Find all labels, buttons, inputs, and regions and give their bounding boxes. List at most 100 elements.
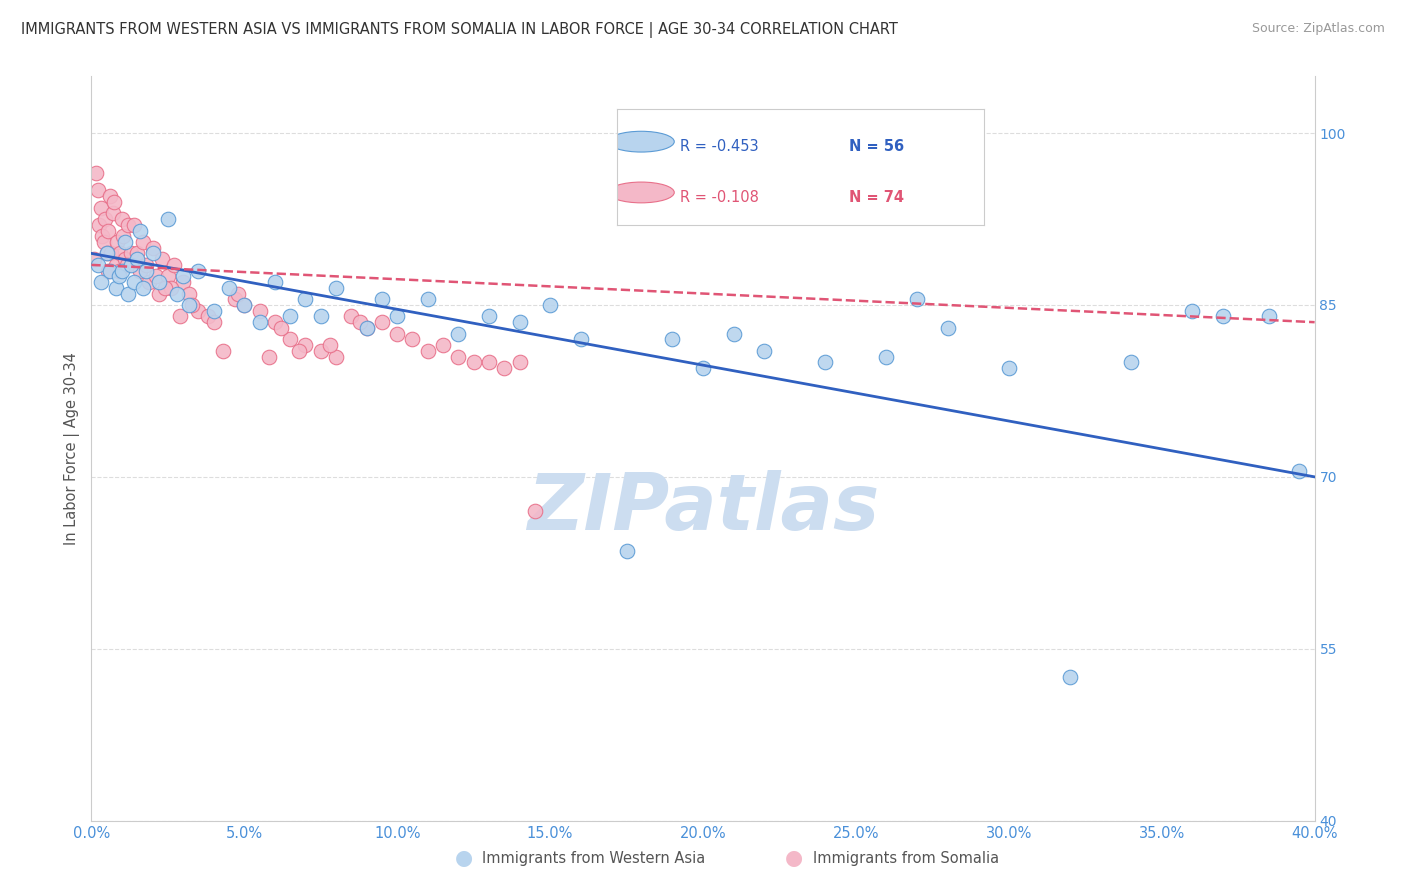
Point	[181, 298, 204, 312]
Point	[96, 246, 118, 260]
Point	[120, 258, 142, 272]
Point	[509, 355, 531, 369]
Point	[94, 212, 117, 227]
Text: Source: ZipAtlas.com: Source: ZipAtlas.com	[1251, 22, 1385, 36]
Point	[114, 252, 136, 267]
Point	[278, 310, 301, 324]
Point	[998, 361, 1021, 376]
Point	[319, 338, 342, 352]
Point	[169, 310, 191, 324]
Point	[84, 166, 107, 180]
Point	[197, 310, 219, 324]
Point	[172, 275, 194, 289]
Point	[110, 246, 132, 260]
Text: ZIPatlas: ZIPatlas	[527, 470, 879, 546]
Point	[97, 263, 120, 277]
Point	[401, 332, 423, 346]
Point	[432, 338, 454, 352]
Point	[723, 326, 745, 341]
Point	[83, 252, 105, 267]
Point	[249, 315, 271, 329]
Point	[87, 218, 110, 232]
Text: Immigrants from Somalia: Immigrants from Somalia	[813, 851, 998, 865]
Point	[187, 263, 209, 277]
Point	[1212, 310, 1234, 324]
Point	[478, 310, 501, 324]
Point	[814, 355, 837, 369]
Point	[141, 246, 163, 260]
Point	[97, 223, 120, 237]
Point	[538, 298, 561, 312]
Point	[96, 246, 118, 260]
Point	[569, 332, 592, 346]
Point	[148, 286, 170, 301]
Point	[86, 258, 108, 272]
Point	[160, 281, 183, 295]
Point	[224, 293, 246, 307]
Point	[349, 315, 371, 329]
Point	[132, 281, 155, 295]
Point	[156, 269, 179, 284]
Point	[218, 281, 240, 295]
Point	[117, 218, 139, 232]
Point	[100, 246, 122, 260]
Point	[661, 332, 683, 346]
Point	[616, 544, 638, 558]
Point	[90, 275, 112, 289]
Point	[385, 326, 409, 341]
Text: IMMIGRANTS FROM WESTERN ASIA VS IMMIGRANTS FROM SOMALIA IN LABOR FORCE | AGE 30-: IMMIGRANTS FROM WESTERN ASIA VS IMMIGRAN…	[21, 22, 898, 38]
Point	[135, 258, 157, 272]
Point	[264, 315, 287, 329]
Point	[117, 286, 139, 301]
Point	[371, 315, 394, 329]
Point	[129, 223, 152, 237]
Point	[294, 338, 316, 352]
Point	[447, 350, 470, 364]
Point	[148, 275, 170, 289]
Point	[257, 350, 280, 364]
Point	[150, 252, 173, 267]
Point	[416, 343, 439, 358]
Point	[325, 281, 347, 295]
Point	[936, 321, 959, 335]
Point	[156, 212, 179, 227]
Point	[905, 293, 928, 307]
Point	[104, 258, 127, 272]
Point	[294, 293, 316, 307]
Point	[132, 235, 155, 249]
Point	[340, 310, 363, 324]
Point	[356, 321, 378, 335]
Point	[112, 229, 135, 244]
Point	[129, 263, 152, 277]
Point	[179, 298, 201, 312]
Point	[692, 361, 714, 376]
Point	[172, 269, 194, 284]
Point	[416, 293, 439, 307]
Point	[153, 281, 176, 295]
Point	[163, 258, 186, 272]
Point	[187, 303, 209, 318]
Point	[138, 275, 160, 289]
Point	[523, 504, 546, 518]
Point	[356, 321, 378, 335]
Point	[104, 281, 127, 295]
Point	[145, 269, 167, 284]
Point	[202, 315, 225, 329]
Point	[288, 343, 311, 358]
Text: ●: ●	[456, 848, 472, 868]
Point	[875, 350, 898, 364]
Point	[463, 355, 485, 369]
Point	[86, 183, 108, 197]
Y-axis label: In Labor Force | Age 30-34: In Labor Force | Age 30-34	[65, 351, 80, 545]
Point	[264, 275, 287, 289]
Point	[233, 298, 256, 312]
Point	[90, 201, 112, 215]
Point	[226, 286, 249, 301]
Point	[385, 310, 409, 324]
Point	[179, 286, 201, 301]
Point	[309, 343, 332, 358]
Point	[166, 286, 188, 301]
Point	[115, 258, 138, 272]
Point	[135, 263, 157, 277]
Point	[212, 343, 235, 358]
